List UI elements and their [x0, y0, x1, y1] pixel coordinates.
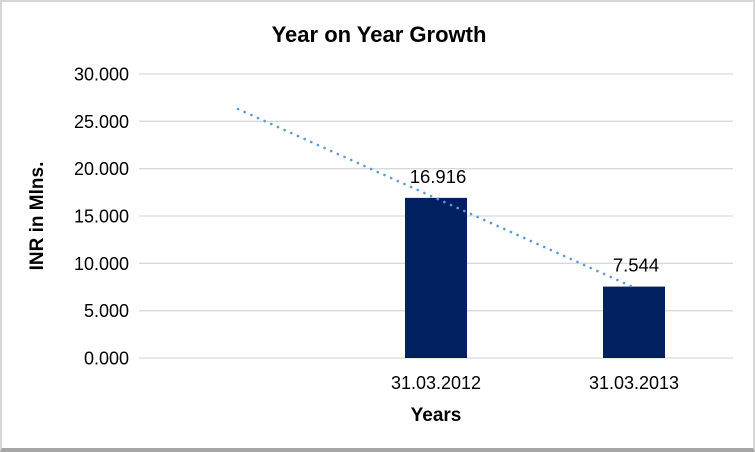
bar	[603, 286, 665, 358]
bar	[405, 197, 467, 358]
y-tick-label: 30.000	[74, 65, 129, 85]
y-tick-label: 15.000	[74, 207, 129, 227]
y-tick-label: 25.000	[74, 112, 129, 132]
plot-area: 0.000 5.000 10.000 15.000 20.000 25.000 30.000…	[74, 65, 733, 393]
x-axis-title: Years	[411, 405, 462, 426]
bar-value-label: 16.916	[410, 166, 467, 187]
y-tick-label: 5.000	[84, 301, 129, 321]
x-tick-label: 31.03.2013	[589, 373, 679, 393]
trendline	[236, 107, 636, 289]
y-tick-label: 10.000	[74, 254, 129, 274]
y-axis-title: INR in Mlns.	[27, 162, 48, 271]
y-tick-label: 20.000	[74, 159, 129, 179]
y-tick-label: 0.000	[84, 349, 129, 369]
bar-value-label: 7.544	[613, 255, 659, 276]
chart-title: Year on Year Growth	[272, 22, 487, 47]
x-tick-label: 31.03.2012	[391, 373, 481, 393]
